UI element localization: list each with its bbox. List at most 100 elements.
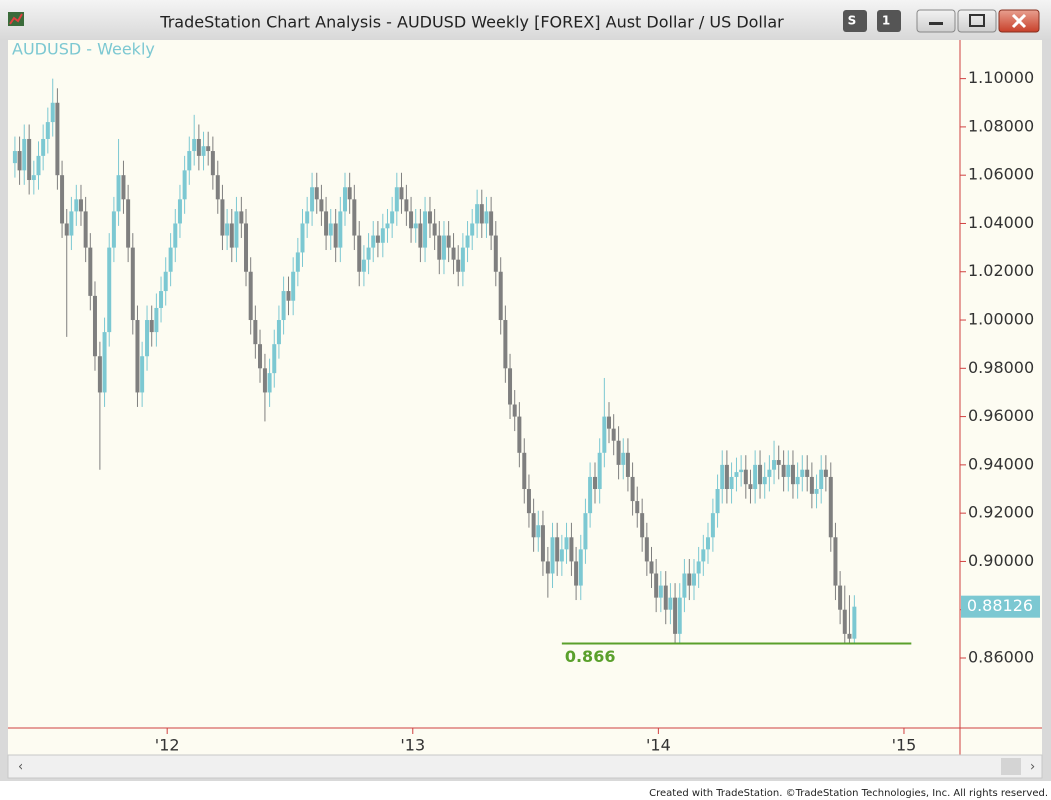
candle-body xyxy=(559,549,564,562)
candle-body xyxy=(748,484,753,490)
minimize-icon xyxy=(929,22,943,25)
candle-body xyxy=(644,537,649,562)
scroll-right[interactable]: › xyxy=(1030,760,1035,775)
one-button-label[interactable]: 1 xyxy=(882,14,890,28)
candle-body xyxy=(102,332,107,393)
s-button[interactable] xyxy=(843,10,867,32)
close-icon xyxy=(1011,13,1027,29)
candle-body xyxy=(375,235,380,243)
candle-body xyxy=(441,235,446,260)
candle-body xyxy=(838,585,843,610)
maximize-button[interactable] xyxy=(957,9,997,33)
candle-body xyxy=(121,175,126,200)
candle-body xyxy=(206,146,211,152)
candle-body xyxy=(828,476,833,538)
candle-body xyxy=(347,187,352,200)
candle-body xyxy=(564,537,569,550)
y-tick-label: 1.06000 xyxy=(968,165,1034,184)
candle-body xyxy=(729,476,734,490)
plot: 0.860000.880000.900000.920000.940000.960… xyxy=(12,68,1040,755)
candle-body xyxy=(630,476,635,502)
candle-body xyxy=(673,597,678,634)
candle-body xyxy=(225,223,230,236)
candle-body xyxy=(517,416,522,453)
candle-body xyxy=(314,187,319,200)
candle-body xyxy=(168,247,173,272)
candle-body xyxy=(531,513,536,538)
candle-body xyxy=(852,606,857,639)
candle-body xyxy=(22,138,27,171)
candle-body xyxy=(677,597,682,634)
candle-body xyxy=(385,223,390,229)
candle-body xyxy=(814,489,819,494)
candle-body xyxy=(258,344,263,369)
footer-bar xyxy=(0,781,1051,800)
candle-body xyxy=(833,537,838,586)
candle-body xyxy=(272,344,277,374)
support-label: 0.866 xyxy=(565,647,616,666)
candle-body xyxy=(607,416,612,429)
y-tick-label: 1.10000 xyxy=(968,68,1034,87)
y-tick-label: 1.00000 xyxy=(968,310,1034,329)
candle-body xyxy=(229,223,234,248)
candle-body xyxy=(465,235,470,248)
candle-body xyxy=(69,211,74,236)
candle-body xyxy=(145,320,150,357)
candle-body xyxy=(126,199,131,248)
candle-body xyxy=(64,223,69,236)
candle-body xyxy=(550,537,555,574)
candle-body xyxy=(413,223,418,229)
candle-body xyxy=(423,211,428,248)
scroll-left[interactable]: ‹ xyxy=(18,760,23,775)
candle-body xyxy=(154,307,159,333)
candle-body xyxy=(196,138,201,156)
candle-body xyxy=(574,561,579,586)
candle-body xyxy=(508,368,513,405)
candle-body xyxy=(795,476,800,485)
candle-body xyxy=(427,211,432,224)
candle-body xyxy=(12,151,17,164)
candle-body xyxy=(734,472,739,477)
candle-body xyxy=(234,211,239,248)
candle-body xyxy=(182,170,187,200)
candle-body xyxy=(328,223,333,236)
candle-body xyxy=(409,211,414,229)
candle-body xyxy=(366,247,371,260)
candle-body xyxy=(437,235,442,260)
candle-body xyxy=(201,146,206,156)
one-button[interactable] xyxy=(877,10,901,32)
candle-body xyxy=(267,373,272,393)
candle-body xyxy=(805,469,810,477)
s-button-label[interactable]: S xyxy=(848,14,857,28)
scrollbar[interactable] xyxy=(7,754,1043,779)
candle-body xyxy=(762,476,767,485)
app-icon-line xyxy=(9,13,23,25)
candle-body xyxy=(578,549,583,586)
minimize-button[interactable] xyxy=(916,9,956,33)
candle-body xyxy=(177,199,182,224)
candle-body xyxy=(88,247,93,296)
candle-body xyxy=(192,138,197,152)
y-tick-label: 0.90000 xyxy=(968,551,1034,570)
candle-body xyxy=(333,223,338,248)
candle-body xyxy=(649,561,654,574)
candle-body xyxy=(220,199,225,236)
x-tick-label: '14 xyxy=(646,736,671,755)
candle-body xyxy=(635,501,640,514)
candle-body xyxy=(536,525,541,538)
candle-body xyxy=(847,633,852,639)
candle-body xyxy=(758,464,763,485)
candle-body xyxy=(74,199,79,212)
candle-body xyxy=(159,291,164,308)
candle-body xyxy=(621,452,626,465)
candle-body xyxy=(588,476,593,514)
title-bar xyxy=(0,0,1051,40)
candle-body xyxy=(418,223,423,248)
candle-body xyxy=(687,573,692,586)
window-title: TradeStation Chart Analysis - AUDUSD Wee… xyxy=(159,13,784,32)
candle-body xyxy=(357,235,362,272)
candle-body xyxy=(658,585,663,598)
candle-body xyxy=(470,223,475,236)
scroll-thumb[interactable] xyxy=(1001,758,1021,775)
